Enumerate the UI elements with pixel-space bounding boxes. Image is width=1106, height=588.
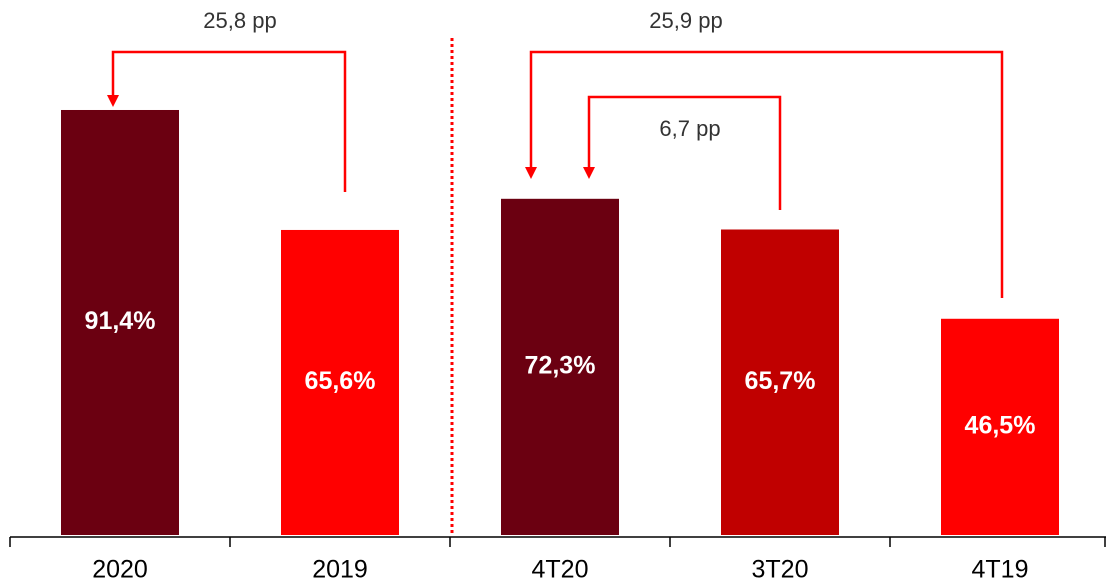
bar xyxy=(721,229,839,535)
arrowhead xyxy=(107,95,119,107)
annotation: 25,9 pp xyxy=(649,8,722,33)
value-label: 72,3% xyxy=(525,352,596,380)
bracket xyxy=(529,50,1004,298)
arrowhead xyxy=(583,167,595,179)
bar xyxy=(501,198,619,535)
annotation: 25,8 pp xyxy=(203,8,276,33)
value-label: 91,4% xyxy=(85,307,156,335)
x-tick-label: 3T20 xyxy=(752,556,809,584)
bar xyxy=(281,229,399,535)
value-label: 65,6% xyxy=(305,367,376,395)
bracket xyxy=(587,95,782,210)
value-label: 65,7% xyxy=(745,367,816,395)
bar xyxy=(61,109,179,536)
value-label: 46,5% xyxy=(965,411,1036,439)
x-tick-label: 2020 xyxy=(92,556,148,584)
x-tick-label: 4T20 xyxy=(532,556,589,584)
x-tick-label: 2019 xyxy=(312,556,368,584)
bar xyxy=(941,318,1059,535)
arrowheads xyxy=(107,95,595,179)
annotation: 6,7 pp xyxy=(659,116,720,141)
arrowhead xyxy=(525,167,537,179)
bracket xyxy=(111,50,347,192)
brackets xyxy=(111,50,1004,298)
x-tick-label: 4T19 xyxy=(972,556,1029,584)
